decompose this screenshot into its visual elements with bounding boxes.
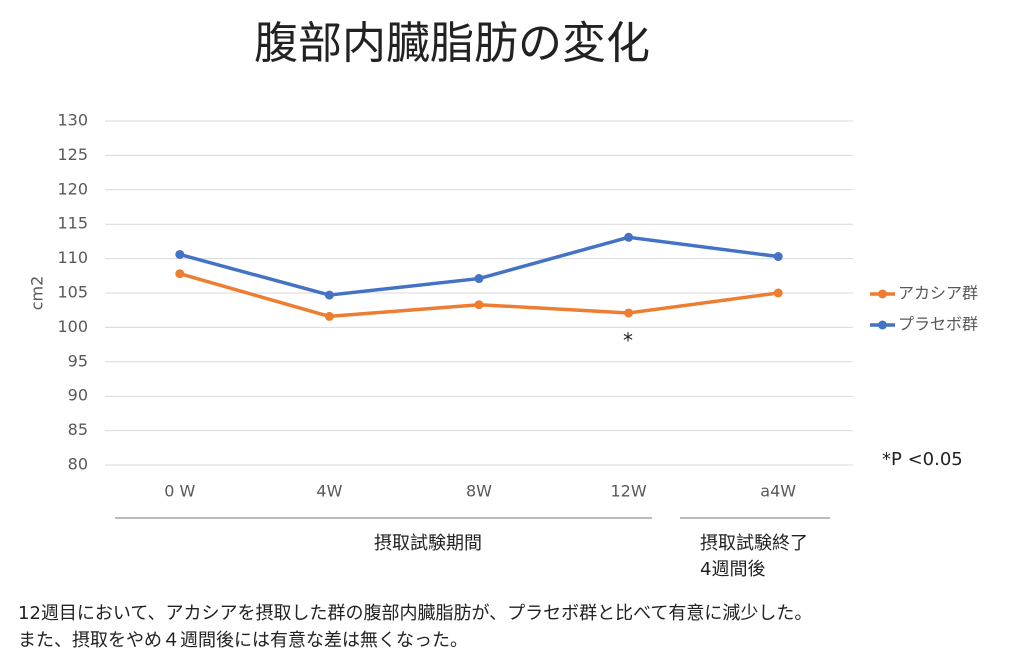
chart-title: 腹部内臓脂肪の変化 [254, 18, 650, 69]
y-axis-label: cm2 [28, 276, 47, 311]
y-tick-label: 125 [57, 145, 88, 164]
group-label: 4週間後 [700, 559, 765, 580]
y-tick-label: 85 [68, 420, 88, 439]
note: また、摂取をやめ４週間後には有意な差は無くなった。 [18, 630, 468, 651]
y-tick-label: 115 [57, 214, 88, 233]
x-tick-label: 12W [611, 482, 647, 501]
x-tick-label: 0 W [164, 482, 195, 501]
x-tick-label: 8W [466, 482, 492, 501]
point [474, 274, 484, 284]
point [773, 288, 783, 298]
y-tick-label: 105 [57, 283, 88, 302]
series-line [179, 235, 779, 297]
y-tick-label: 95 [68, 351, 88, 370]
note: 12週目において、アカシアを摂取した群の腹部内臓脂肪が、プラセボ群と比べて有意に… [18, 603, 812, 624]
point [773, 252, 783, 262]
x-tick-label: a4W [760, 482, 796, 501]
x-tick-label: 4W [316, 482, 342, 501]
point [474, 300, 484, 310]
legend-swatch [878, 320, 887, 330]
legend-swatch [878, 289, 887, 299]
y-tick-label: 110 [57, 248, 88, 267]
point [175, 269, 185, 279]
y-tick-label: 130 [57, 111, 88, 130]
group-label: 摂取試験期間 [374, 533, 482, 554]
legend-label: アカシア群 [898, 284, 978, 303]
y-tick-label: 120 [57, 179, 88, 198]
point [324, 290, 334, 300]
y-tick-label: 100 [57, 317, 88, 336]
point [324, 311, 334, 321]
annotation: * [623, 329, 633, 353]
point [624, 232, 634, 242]
y-tick-label: 90 [68, 386, 88, 405]
legend-label: プラセボ群 [898, 315, 978, 334]
group-label: 摂取試験終了 [700, 533, 808, 554]
point [175, 249, 185, 259]
y-tick-label: 80 [68, 455, 88, 474]
annotation: *P <0.05 [882, 449, 963, 470]
point [624, 308, 634, 318]
